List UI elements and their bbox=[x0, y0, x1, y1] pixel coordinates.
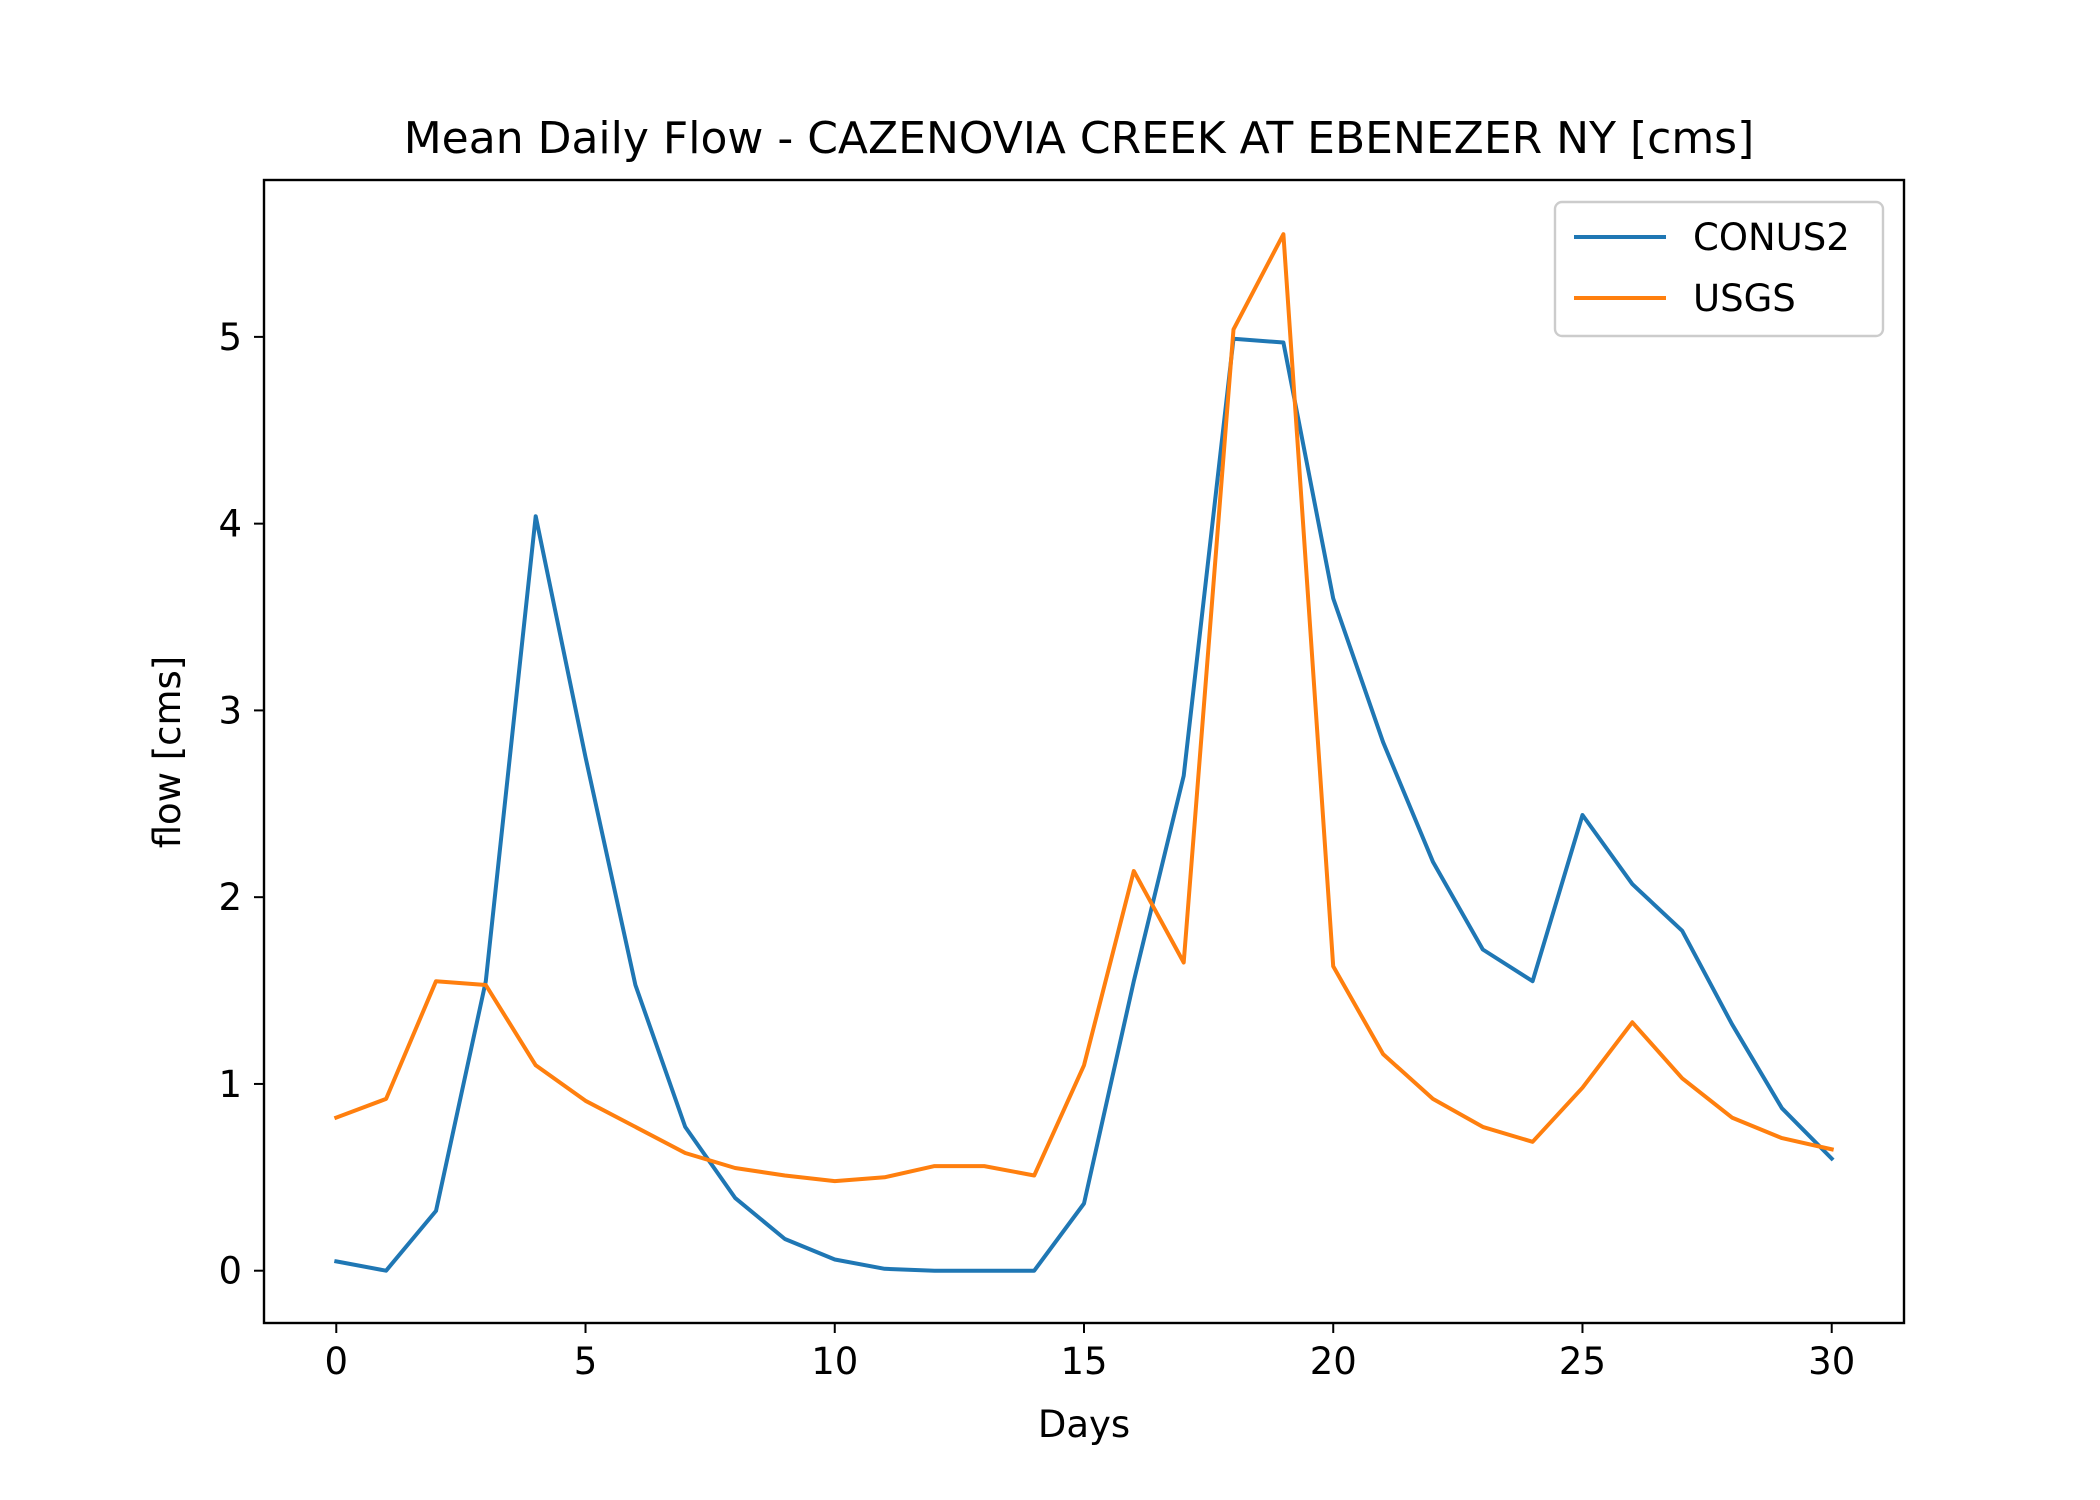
series-layer bbox=[333, 232, 1835, 1273]
legend: CONUS2 USGS bbox=[1553, 200, 1885, 338]
y-axis: 0 1 2 3 4 5 bbox=[218, 316, 264, 1293]
y-tick-label-0: 0 bbox=[218, 1250, 242, 1293]
y-tick-label-4: 4 bbox=[218, 503, 242, 546]
y-tick-label-5: 5 bbox=[218, 316, 242, 359]
plot-area bbox=[262, 178, 1906, 1325]
series-line-conus2 bbox=[333, 336, 1835, 1273]
x-axis: 0 5 10 15 20 25 30 bbox=[325, 1323, 1855, 1383]
x-tick-label-4: 20 bbox=[1310, 1340, 1357, 1383]
y-axis-label: flow [cms] bbox=[146, 656, 189, 849]
x-tick-label-1: 5 bbox=[574, 1340, 598, 1383]
x-tick-label-5: 25 bbox=[1559, 1340, 1606, 1383]
x-axis-label: Days bbox=[1038, 1403, 1130, 1446]
y-tick-label-1: 1 bbox=[218, 1063, 242, 1106]
x-tick-label-3: 15 bbox=[1060, 1340, 1107, 1383]
series-line-usgs bbox=[333, 232, 1835, 1184]
x-tick-label-6: 30 bbox=[1808, 1340, 1855, 1383]
chart-title: Mean Daily Flow - CAZENOVIA CREEK AT EBE… bbox=[404, 113, 1755, 164]
legend-label-conus2: CONUS2 bbox=[1693, 216, 1850, 259]
legend-label-usgs: USGS bbox=[1693, 277, 1796, 320]
x-tick-label-0: 0 bbox=[325, 1340, 349, 1383]
y-tick-label-3: 3 bbox=[218, 689, 242, 732]
plot-background bbox=[264, 180, 1904, 1323]
x-tick-label-2: 10 bbox=[811, 1340, 858, 1383]
y-tick-label-2: 2 bbox=[218, 876, 242, 919]
